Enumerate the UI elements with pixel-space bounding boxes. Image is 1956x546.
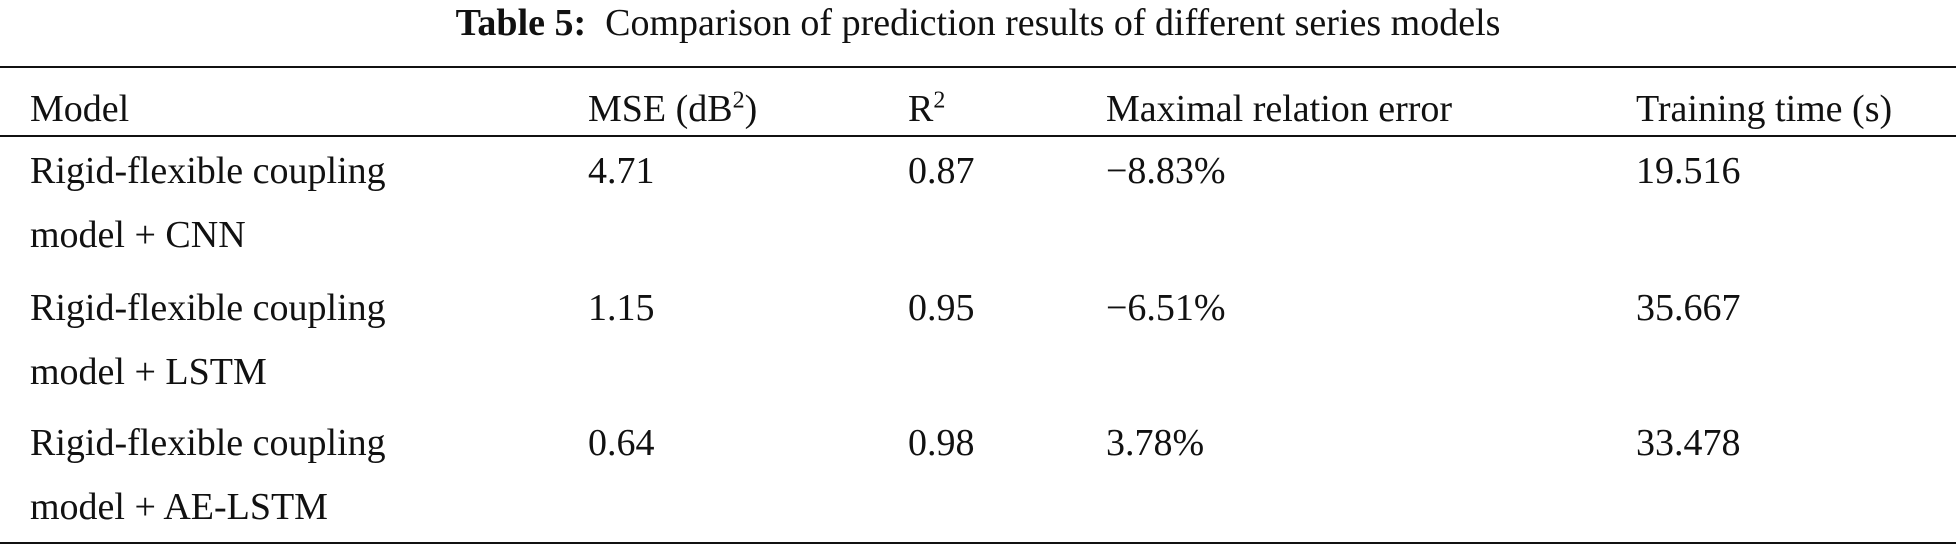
table-top-rule — [0, 66, 1956, 68]
cell-model-line1: Rigid-flexible coupling — [30, 422, 386, 464]
cell-model-line1: Rigid-flexible coupling — [30, 287, 386, 329]
cell-model-line1: Rigid-flexible coupling — [30, 150, 386, 192]
header-r2-sup: 2 — [933, 87, 946, 114]
table-bottom-rule — [0, 542, 1956, 544]
header-mse-prefix: MSE (dB — [588, 88, 733, 130]
cell-model: Rigid-flexible coupling model + CNN — [0, 135, 558, 272]
cell-training-time: 33.478 — [1636, 422, 1741, 464]
header-r2-base: R — [908, 88, 934, 130]
header-mse-suffix: ) — [744, 88, 758, 130]
table-caption-label: Table 5: — [455, 2, 587, 44]
header-mse-sup: 2 — [732, 87, 745, 114]
cell-model: Rigid-flexible coupling model + LSTM — [0, 272, 558, 407]
table-header-rule — [0, 135, 1956, 137]
cell-mse: 1.15 — [588, 287, 655, 329]
cell-model: Rigid-flexible coupling model + AE-LSTM — [0, 407, 558, 542]
comparison-table: Model MSE (dB2) R2 Maximal relation erro… — [0, 68, 1956, 542]
header-model-text: Model — [30, 88, 130, 130]
table-row: Rigid-flexible coupling model + AE-LSTM … — [0, 407, 1956, 542]
header-r2: R2 — [878, 68, 1076, 135]
table-row: Rigid-flexible coupling model + CNN 4.71… — [0, 135, 1956, 272]
header-model: Model — [0, 68, 558, 135]
table-caption-text: Comparison of prediction results of diff… — [605, 2, 1501, 44]
cell-training-time: 19.516 — [1636, 150, 1741, 192]
cell-mse: 4.71 — [588, 150, 655, 192]
cell-model-line2: model + CNN — [30, 214, 246, 256]
header-max-error-text: Maximal relation error — [1106, 88, 1453, 130]
cell-max-error: −6.51% — [1106, 287, 1226, 329]
header-mse: MSE (dB2) — [558, 68, 878, 135]
cell-model-line2: model + LSTM — [30, 351, 267, 393]
table-header-row: Model MSE (dB2) R2 Maximal relation erro… — [0, 68, 1956, 135]
cell-r2: 0.87 — [908, 150, 975, 192]
cell-model-line2: model + AE-LSTM — [30, 486, 328, 528]
cell-r2: 0.95 — [908, 287, 975, 329]
cell-r2: 0.98 — [908, 422, 975, 464]
table-caption: Table 5: Comparison of prediction result… — [0, 0, 1956, 56]
cell-mse: 0.64 — [588, 422, 655, 464]
table-row: Rigid-flexible coupling model + LSTM 1.1… — [0, 272, 1956, 407]
cell-training-time: 35.667 — [1636, 287, 1741, 329]
cell-max-error: −8.83% — [1106, 150, 1226, 192]
header-training-time-text: Training time (s) — [1636, 88, 1893, 130]
cell-max-error: 3.78% — [1106, 422, 1205, 464]
header-training-time: Training time (s) — [1606, 68, 1956, 135]
header-max-error: Maximal relation error — [1076, 68, 1606, 135]
